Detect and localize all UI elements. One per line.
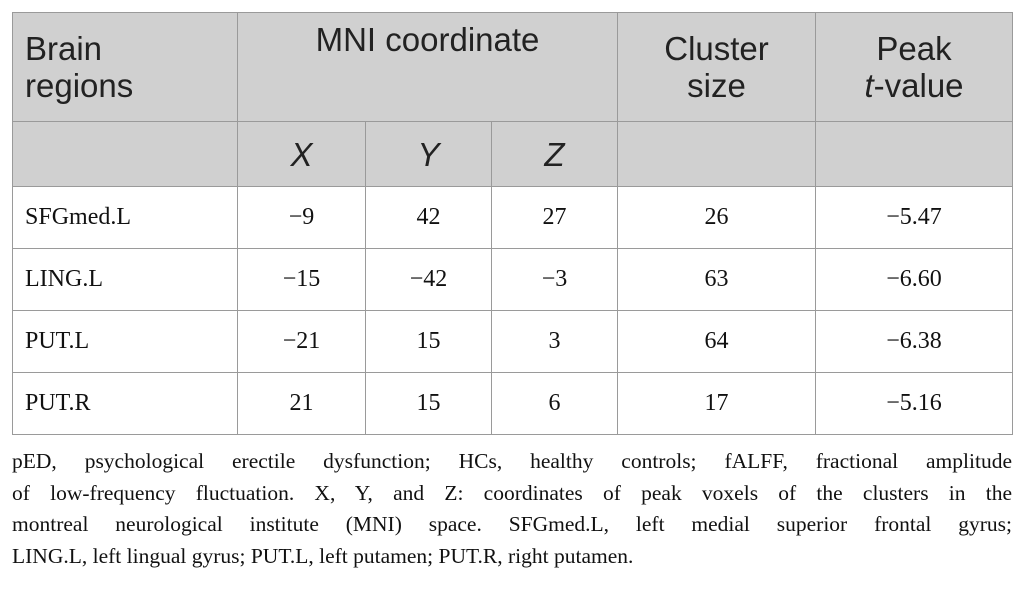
header-row: Brain regions MNI coordinate Cluster size … <box>12 12 1013 122</box>
footnote-line: of low-frequency fluctuation. X, Y, and … <box>12 480 1012 505</box>
table-cell: 64 <box>617 310 816 373</box>
header-text: X <box>290 135 313 173</box>
table-cell: −6.38 <box>815 310 1013 373</box>
header-cell: Z <box>491 121 618 187</box>
header-cell: MNI coordinate <box>237 12 618 122</box>
header-cell <box>617 121 816 187</box>
header-cell: Peak t-value <box>815 12 1013 122</box>
table-cell: 63 <box>617 248 816 311</box>
table-cell: −21 <box>237 310 366 373</box>
header-text: size <box>687 67 746 104</box>
header-cell <box>12 121 238 187</box>
table-cell: 15 <box>365 310 492 373</box>
table-cell: 27 <box>491 186 618 249</box>
table-cell: 6 <box>491 372 618 435</box>
table-cell: PUT.L <box>12 310 238 373</box>
table-cell: −6.60 <box>815 248 1013 311</box>
table-cell: 21 <box>237 372 366 435</box>
table-row: LING.L −15 −42 −3 63 −6.60 <box>12 248 1013 311</box>
footnote-line: montreal neurological institute (MNI) sp… <box>12 512 1012 536</box>
table-cell: SFGmed.L <box>12 186 238 249</box>
table-row: SFGmed.L −9 42 27 26 −5.47 <box>12 186 1013 249</box>
footnote: pED, psychological erectile dysfunction;… <box>12 446 1012 572</box>
table-cell: −42 <box>365 248 492 311</box>
table-cell: −5.16 <box>815 372 1013 435</box>
header-cell <box>815 121 1013 187</box>
table-cell: −15 <box>237 248 366 311</box>
header-cell: Y <box>365 121 492 187</box>
table-cell: 42 <box>365 186 492 249</box>
header-text: Cluster <box>664 30 769 67</box>
table-row: PUT.R 21 15 6 17 −5.16 <box>12 372 1013 435</box>
header-text: Z <box>544 135 565 173</box>
table-cell: 17 <box>617 372 816 435</box>
header-text: t <box>864 67 874 104</box>
header-text: Brain <box>25 30 103 67</box>
header-text: -value <box>873 67 964 104</box>
footnote-line: LING.L, left lingual gyrus; PUT.L, left … <box>12 543 634 568</box>
footnote-line: pED, psychological erectile dysfunction;… <box>12 449 1012 473</box>
table-row: PUT.L −21 15 3 64 −6.38 <box>12 310 1013 373</box>
header-cell: Cluster size <box>617 12 816 122</box>
table-cell: PUT.R <box>12 372 238 435</box>
table-cell: LING.L <box>12 248 238 311</box>
header-text: regions <box>25 67 134 104</box>
results-table: Brain regions MNI coordinate Cluster size … <box>12 12 1013 435</box>
table-header: Brain regions MNI coordinate Cluster size … <box>12 12 1013 187</box>
table-cell: −9 <box>237 186 366 249</box>
header-text: MNI coordinate <box>315 21 540 58</box>
table-cell: 26 <box>617 186 816 249</box>
table-cell: 15 <box>365 372 492 435</box>
header-cell: X <box>237 121 366 187</box>
table-cell: 3 <box>491 310 618 373</box>
table-body: SFGmed.L −9 42 27 26 −5.47 LING.L −15 −42 −3 63 −6.… <box>12 186 1013 435</box>
table-cell: −3 <box>491 248 618 311</box>
header-text: Peak <box>876 30 952 67</box>
header-cell: Brain regions <box>12 12 238 122</box>
header-text: Y <box>417 135 440 173</box>
header-row: X Y Z <box>12 121 1013 187</box>
table-cell: −5.47 <box>815 186 1013 249</box>
